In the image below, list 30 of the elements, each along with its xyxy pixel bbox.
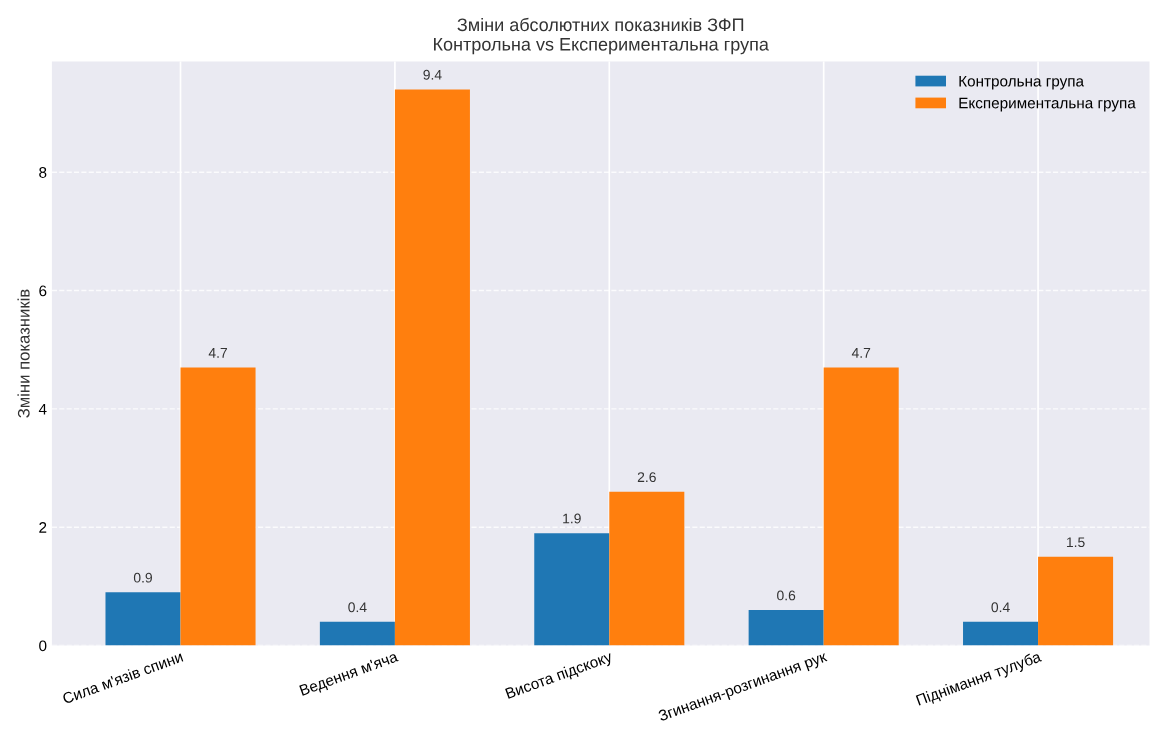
data-label: 2.6	[637, 472, 656, 483]
data-label: 1.9	[563, 513, 581, 524]
bar	[534, 533, 610, 646]
bar	[180, 367, 256, 646]
x-tick-label: Сила м'язів спини	[61, 650, 184, 705]
data-label: 9.4	[423, 69, 442, 80]
data-label: 0.4	[348, 602, 367, 613]
data-label: 4.7	[851, 348, 871, 358]
y-tick-label: 6	[39, 285, 47, 297]
bar	[823, 367, 899, 646]
y-tick-label: 0	[39, 640, 47, 652]
bar	[105, 592, 181, 646]
bar	[748, 610, 824, 646]
bar	[1038, 556, 1114, 646]
bar	[319, 621, 395, 646]
legend-label: Контрольна група	[959, 75, 1085, 90]
bar	[609, 491, 685, 646]
y-tick-label: 4	[38, 403, 47, 415]
chart-title: Зміни абсолютних показників ЗФП Контрольна vs Експериментальна група	[434, 17, 769, 55]
data-label: 1.5	[1066, 537, 1085, 548]
data-label: 4.7	[208, 348, 227, 358]
bar	[963, 621, 1039, 646]
data-label: 0.6	[777, 590, 796, 601]
y-tick-label: 2	[39, 522, 47, 533]
data-label: 0.4	[991, 602, 1010, 613]
y-axis-title: Зміни показників	[17, 289, 30, 418]
legend-label: Експериментальна група	[959, 97, 1136, 112]
data-label: 0.9	[133, 572, 152, 583]
y-tick-label: 8	[39, 167, 47, 178]
bar	[394, 89, 470, 646]
